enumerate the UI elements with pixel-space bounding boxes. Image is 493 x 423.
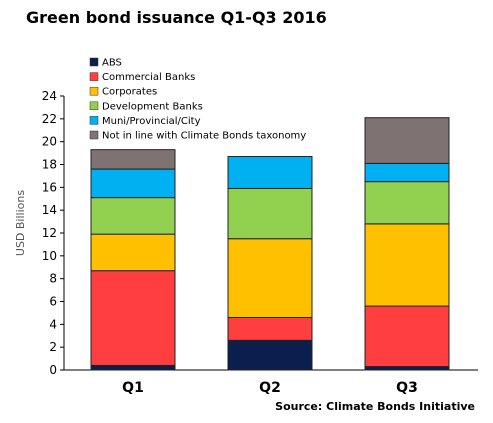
- legend-swatch: [89, 57, 99, 67]
- bar-segment: [90, 149, 176, 170]
- legend-swatch: [89, 101, 99, 111]
- bar-segment: [364, 181, 450, 225]
- legend-label: Corporates: [102, 87, 157, 98]
- y-tick-label: 18: [42, 158, 57, 172]
- legend-swatch: [89, 72, 99, 81]
- bar-segment: [364, 117, 450, 164]
- x-tick-label: Q2: [259, 380, 281, 396]
- bar-segment: [227, 187, 313, 240]
- y-tick-label: 12: [42, 226, 57, 240]
- x-tick-label: Q3: [396, 380, 418, 396]
- y-tick-label: 24: [42, 89, 57, 103]
- bar-segment: [90, 233, 176, 272]
- y-tick-label: 8: [49, 272, 57, 286]
- y-tick-label: 2: [49, 340, 57, 354]
- legend-swatch: [89, 130, 99, 140]
- bar-segment: [364, 305, 450, 368]
- y-tick-label: 22: [42, 112, 57, 126]
- legend-label: ABS: [102, 58, 122, 69]
- legend-label: Development Banks: [102, 101, 203, 112]
- legend-label: Not in line with Climate Bonds taxonomy: [102, 131, 306, 142]
- bar-segment: [227, 156, 313, 189]
- bar-segment: [364, 223, 450, 307]
- y-tick-label: 16: [42, 180, 57, 194]
- bar-segment: [90, 197, 176, 235]
- y-tick-label: 14: [42, 203, 57, 217]
- source-note: Source: Climate Bonds Initiative: [275, 400, 475, 413]
- bar-segment: [364, 162, 450, 183]
- bar-segment: [227, 316, 313, 341]
- bar-segment: [90, 364, 176, 371]
- legend-swatch: [89, 116, 99, 125]
- x-tick-label: Q1: [122, 380, 144, 396]
- y-tick-label: 4: [49, 317, 57, 331]
- bar-segment: [90, 270, 176, 366]
- y-tick-label: 6: [49, 295, 57, 309]
- y-axis-label: USD Billions: [14, 190, 27, 256]
- legend-label: Muni/Provincial/City: [102, 116, 201, 127]
- legend-label: Commercial Banks: [102, 72, 195, 83]
- legend-swatch: [89, 86, 99, 96]
- bar-segment: [227, 339, 313, 371]
- chart-title: Green bond issuance Q1-Q3 2016: [26, 8, 327, 27]
- bar-segment: [227, 238, 313, 318]
- bar-segment: [90, 168, 176, 199]
- y-tick-label: 20: [42, 135, 57, 149]
- y-tick-label: 10: [42, 249, 57, 263]
- y-tick-label: 0: [49, 363, 57, 377]
- bar-segment: [364, 366, 450, 371]
